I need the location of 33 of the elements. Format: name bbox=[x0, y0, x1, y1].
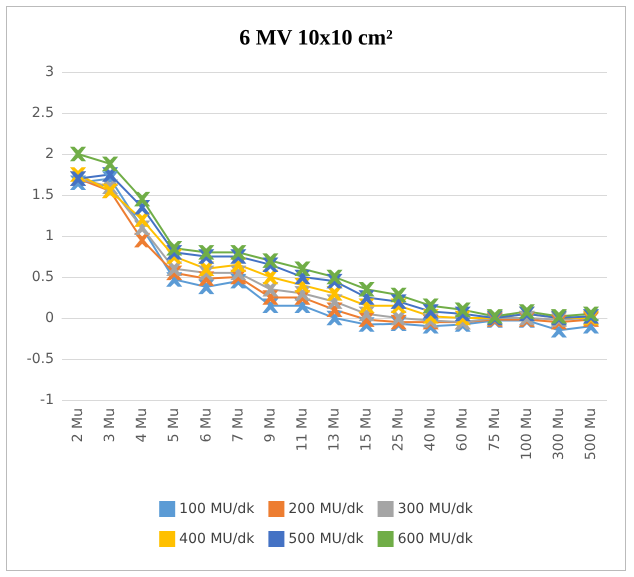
x-tick-label: 7 Mu bbox=[230, 408, 246, 442]
x-tick-label: 5 Mu bbox=[166, 408, 182, 442]
chart-title: 6 MV 10x10 cm² bbox=[239, 24, 394, 50]
y-tick-label: -0.5 bbox=[26, 351, 54, 367]
x-tick-label: 40 Mu bbox=[422, 408, 439, 452]
legend-label: 400 MU/dk bbox=[179, 531, 256, 547]
legend-label: 600 MU/dk bbox=[398, 531, 474, 547]
x-tick-label: 4 Mu bbox=[134, 408, 150, 442]
legend-label: 100 MU/dk bbox=[179, 501, 256, 517]
x-tick-label: 6 Mu bbox=[198, 408, 214, 442]
x-tick-label: 75 Mu bbox=[486, 408, 503, 452]
x-tick-label: 2 Mu bbox=[70, 408, 86, 442]
y-tick-label: 0.5 bbox=[32, 269, 54, 285]
x-tick-label: 15 Mu bbox=[358, 408, 375, 452]
x-tick-label: 100 Mu bbox=[518, 408, 535, 460]
y-tick-label: 1.5 bbox=[32, 187, 54, 203]
y-tick-label: 0 bbox=[45, 310, 54, 326]
y-tick-label: 2.5 bbox=[32, 105, 54, 121]
y-tick-label: 1 bbox=[45, 228, 54, 244]
x-tick-label: 25 Mu bbox=[390, 408, 407, 452]
legend-label: 500 MU/dk bbox=[288, 531, 364, 547]
x-tick-label: 13 Mu bbox=[326, 408, 342, 452]
x-tick-label: 60 Mu bbox=[454, 408, 471, 452]
x-tick-label: 9 Mu bbox=[262, 408, 278, 442]
legend-label: 300 MU/dk bbox=[398, 501, 474, 517]
y-tick-label: 2 bbox=[45, 146, 54, 162]
x-tick-label: 11 Mu bbox=[294, 408, 310, 452]
y-tick-label: -1 bbox=[40, 392, 54, 408]
x-tick-label: 500 Mu bbox=[582, 408, 599, 460]
x-tick-label: 300 Mu bbox=[550, 408, 567, 460]
x-tick-label: 3 Mu bbox=[102, 408, 118, 442]
y-tick-label: 3 bbox=[45, 64, 54, 80]
legend-label: 200 MU/dk bbox=[288, 501, 364, 517]
